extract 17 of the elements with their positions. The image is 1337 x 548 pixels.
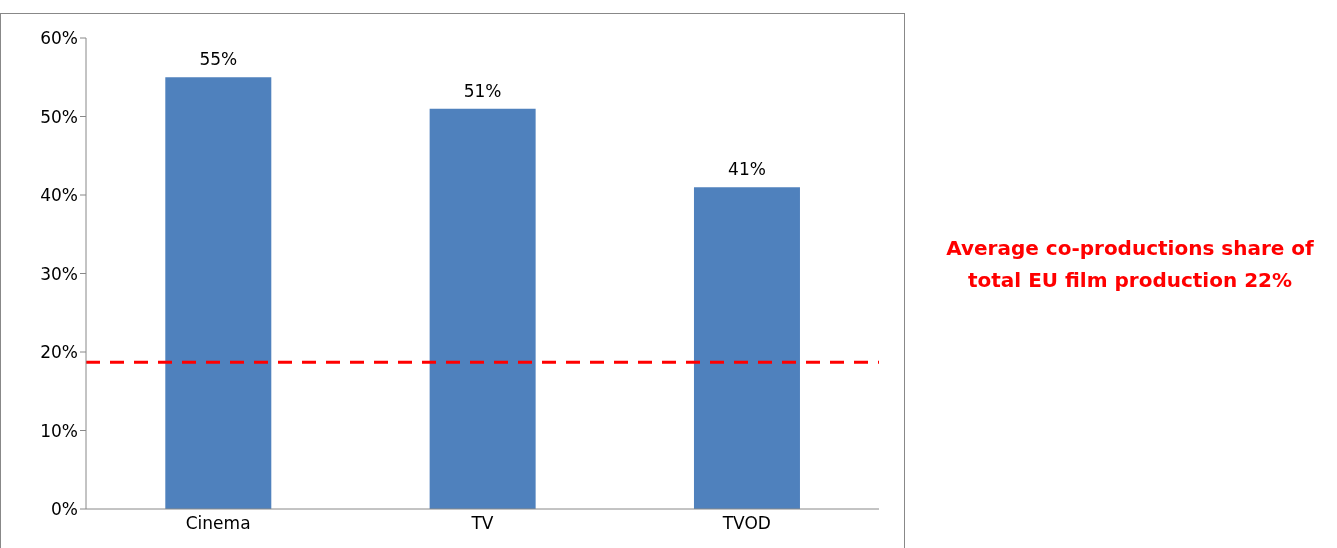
bar xyxy=(693,187,800,509)
x-tick-label: TVOD xyxy=(721,513,771,534)
data-label: 41% xyxy=(728,159,766,180)
bar xyxy=(429,108,536,509)
y-tick-label: 60% xyxy=(40,28,78,49)
y-tick-label: 40% xyxy=(40,185,78,206)
y-tick-label: 0% xyxy=(51,499,78,520)
x-tick-label: TV xyxy=(470,513,494,534)
y-tick-label: 50% xyxy=(40,106,78,127)
ref-line-label: Average co-productions share of total EU film production 22% xyxy=(945,235,1315,294)
y-tick-label: 30% xyxy=(40,263,78,284)
bar xyxy=(165,77,272,509)
y-tick-label: 20% xyxy=(40,342,78,363)
y-tick-label: 10% xyxy=(40,420,78,441)
data-label: 55% xyxy=(199,49,238,70)
x-tick-label: Cinema xyxy=(185,513,251,534)
data-label: 51% xyxy=(463,80,502,101)
